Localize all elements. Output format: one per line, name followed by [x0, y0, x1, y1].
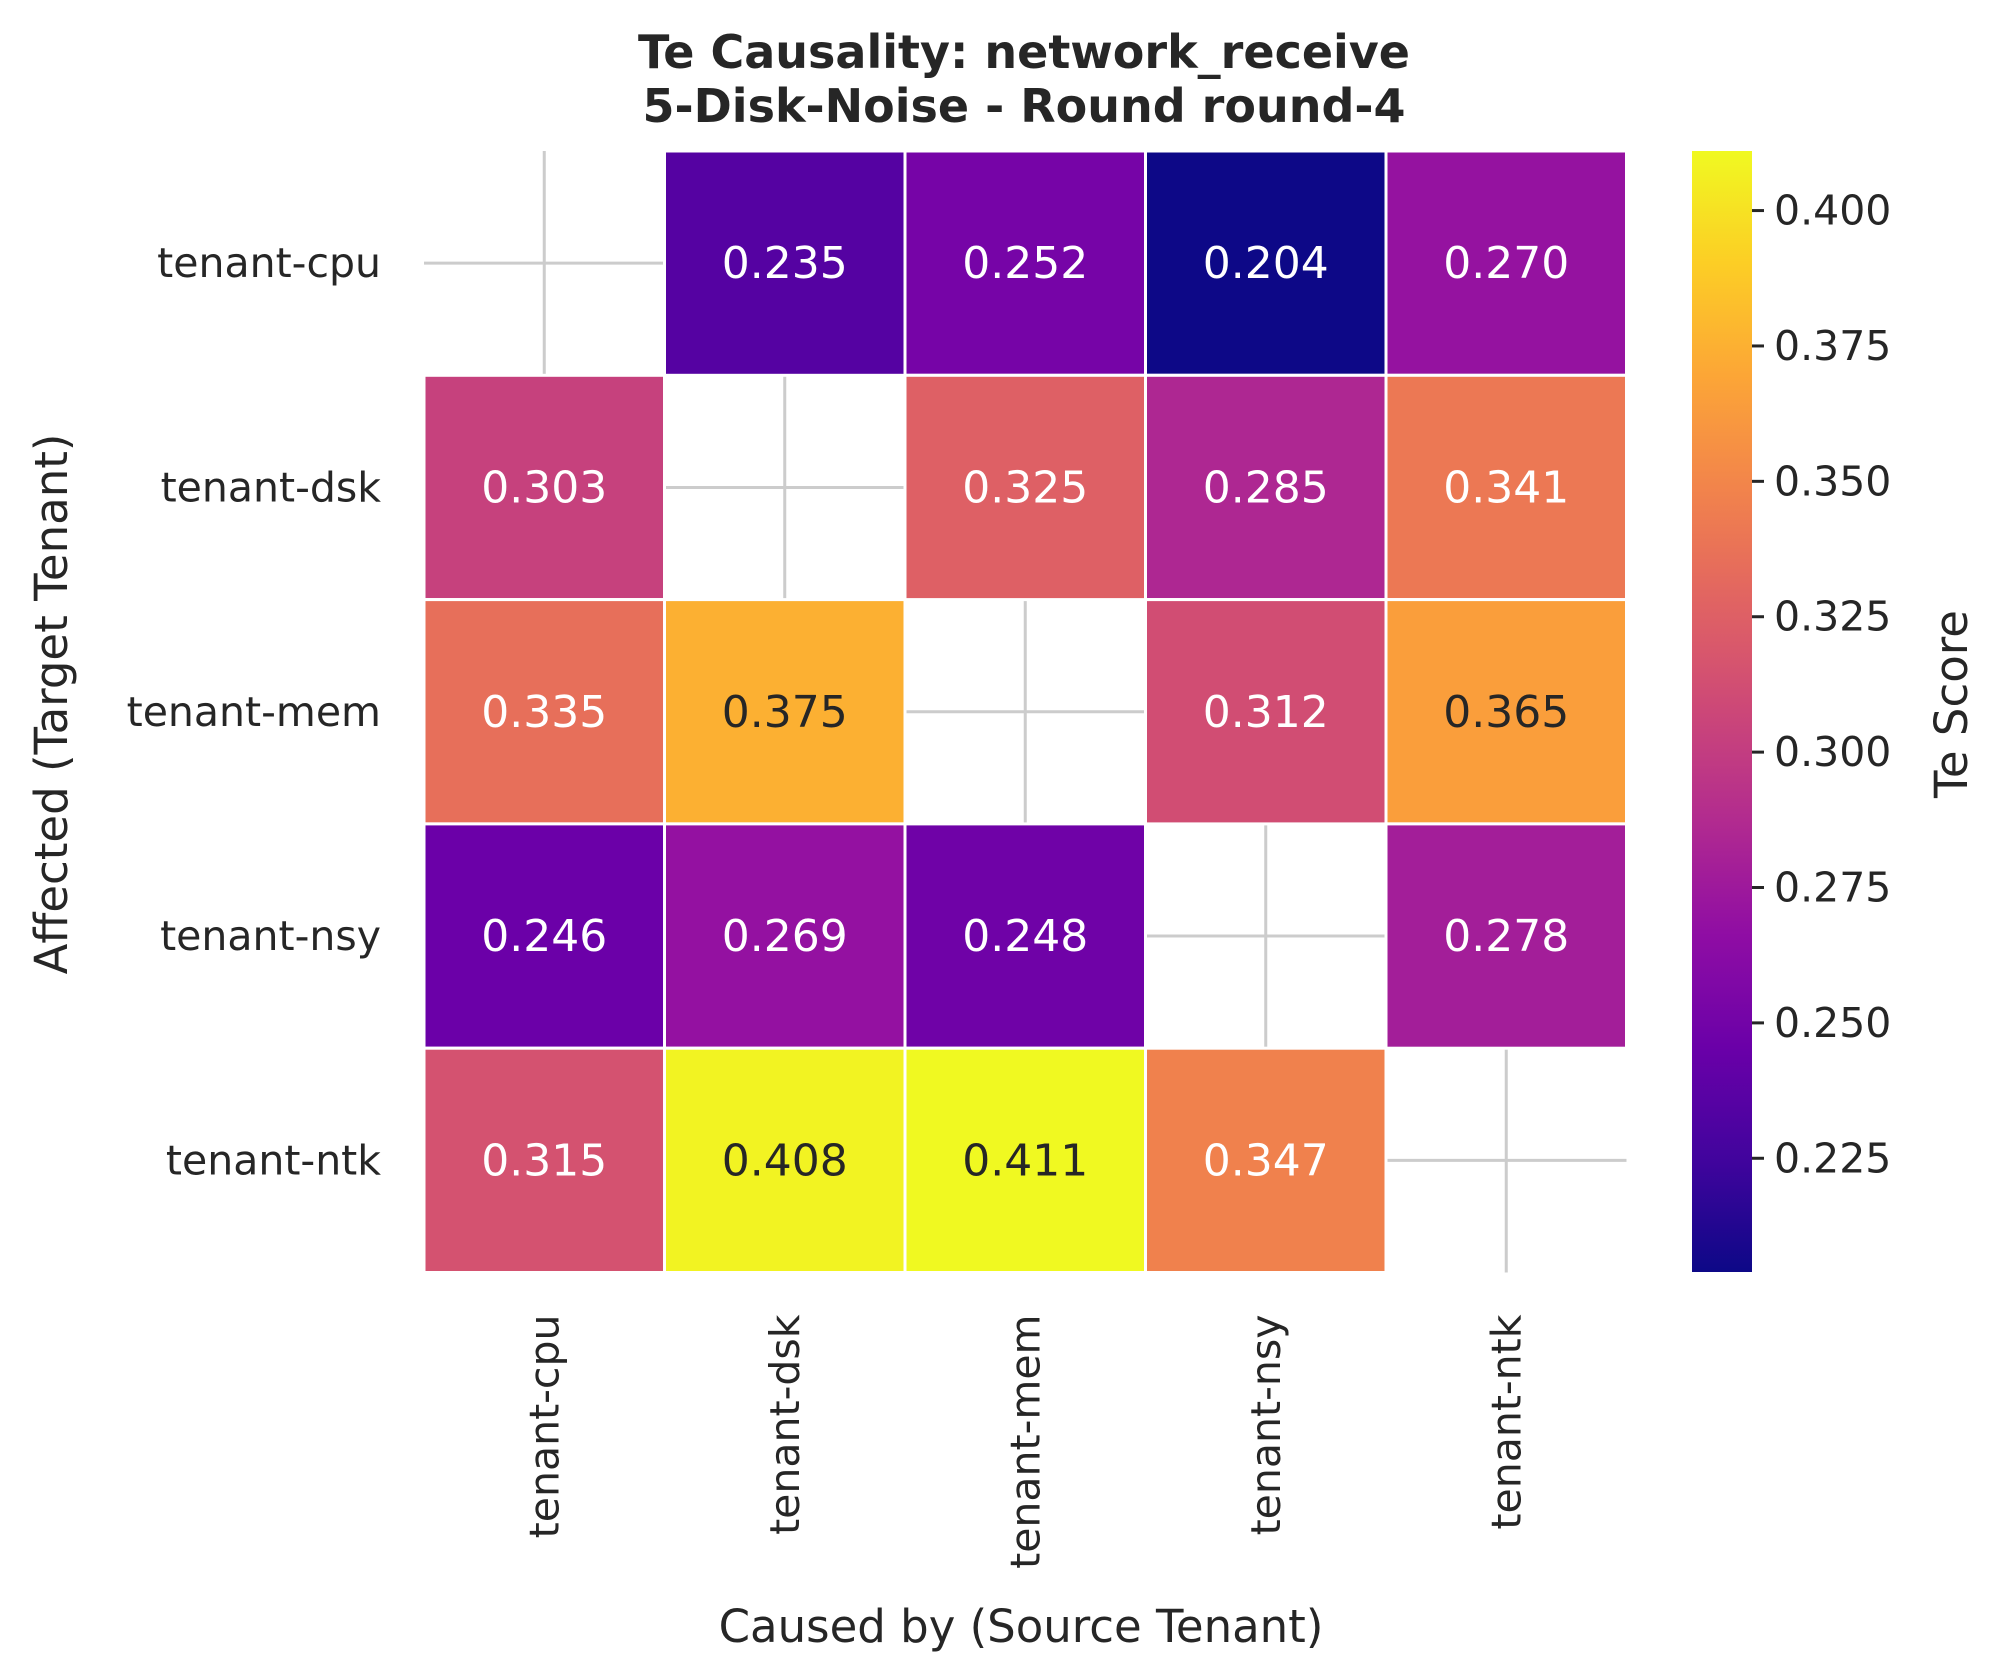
y-tick-label: tenant-nsy [160, 912, 381, 960]
chart-title-line-2: 5-Disk-Noise - Round round-4 [643, 79, 1406, 133]
cell-value-label: 0.411 [962, 1135, 1088, 1186]
colorbar-tick-label: 0.325 [1774, 593, 1891, 641]
heatmap-cell [422, 598, 666, 826]
cell-value-label: 0.269 [722, 911, 848, 962]
cell-value-label: 0.325 [962, 462, 1088, 513]
heatmap-cell [1384, 373, 1628, 602]
cell-value-label: 0.270 [1443, 238, 1569, 289]
y-tick-label: tenant-cpu [157, 239, 381, 287]
cell-value-label: 0.347 [1203, 1135, 1329, 1186]
heatmap-cell [1144, 598, 1388, 826]
colorbar-tick-label: 0.400 [1774, 187, 1891, 235]
colorbar-tick-label: 0.375 [1774, 322, 1891, 370]
x-tick-label: tenant-nsy [1242, 1315, 1290, 1536]
cell-value-label: 0.248 [962, 911, 1088, 962]
cell-value-label: 0.278 [1443, 911, 1569, 962]
cell-value-label: 0.235 [722, 238, 848, 289]
heatmap-cell [903, 373, 1147, 602]
heatmap-cell [1384, 149, 1628, 377]
x-tick-label: tenant-cpu [520, 1315, 568, 1539]
colorbar-tick-label: 0.275 [1774, 864, 1891, 912]
heatmap-cell [663, 598, 907, 826]
colorbar-gradient [1692, 151, 1752, 1272]
colorbar-tick-label: 0.300 [1774, 728, 1891, 776]
y-tick-label: tenant-ntk [166, 1136, 381, 1184]
colorbar-label: Te Score [1925, 610, 1978, 799]
heatmap-cell [1384, 822, 1628, 1050]
heatmap-cells: 0.235 0.252 0.204 0.270 0.303 0.325 0.285 0.341… [422, 149, 1628, 1274]
x-axis-label: Caused by (Source Tenant) [719, 1600, 1324, 1653]
heatmap-cell [903, 822, 1147, 1050]
cell-value-label: 0.315 [481, 1135, 607, 1186]
x-tick-label: tenant-dsk [761, 1314, 809, 1535]
heatmap-cell [422, 373, 666, 602]
cell-value-label: 0.285 [1203, 462, 1329, 513]
y-tick-label: tenant-mem [127, 688, 381, 736]
cell-value-label: 0.252 [962, 238, 1088, 289]
cell-value-label: 0.204 [1203, 238, 1329, 289]
x-tick-labels: tenant-cpu tenant-dsk tenant-mem tenant-nsy… [520, 1314, 1530, 1569]
colorbar-tick-label: 0.350 [1774, 457, 1891, 505]
heatmap-cell [663, 1046, 907, 1274]
cell-value-label: 0.303 [481, 462, 607, 513]
y-axis-label: Affected (Target Tenant) [25, 434, 78, 975]
y-tick-label: tenant-dsk [161, 463, 382, 511]
y-tick-labels: tenant-cpu tenant-dsk tenant-mem tenant-nsy… [127, 239, 382, 1184]
colorbar-tick-label: 0.250 [1774, 999, 1891, 1047]
cell-value-label: 0.365 [1443, 687, 1569, 738]
x-tick-label: tenant-mem [1001, 1315, 1049, 1569]
heatmap-cell [1144, 149, 1388, 377]
colorbar: 0.225 0.250 0.275 0.300 0.325 0.350 0.375 0.400 [1692, 151, 1891, 1272]
cell-value-label: 0.375 [722, 687, 848, 738]
heatmap-cell [1384, 598, 1628, 826]
x-tick-label: tenant-ntk [1482, 1314, 1530, 1529]
heatmap-cell [1144, 373, 1388, 602]
cell-value-label: 0.341 [1443, 462, 1569, 513]
cell-value-label: 0.408 [722, 1135, 848, 1186]
cell-value-label: 0.312 [1203, 687, 1329, 738]
cell-value-label: 0.246 [481, 911, 607, 962]
heatmap-cell [1144, 1046, 1388, 1274]
heatmap-cell [663, 149, 907, 377]
colorbar-tick-label: 0.225 [1774, 1134, 1891, 1182]
chart-title-line-1: Te Causality: network_receive [638, 25, 1410, 79]
cell-value-label: 0.335 [481, 687, 607, 738]
